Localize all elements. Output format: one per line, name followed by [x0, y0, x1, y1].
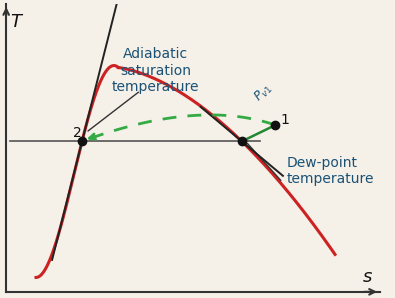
Text: $P_{v1}$: $P_{v1}$ [252, 80, 276, 105]
Text: 1: 1 [281, 113, 290, 127]
Text: Adiabatic
saturation
temperature: Adiabatic saturation temperature [112, 47, 199, 94]
Text: s: s [363, 268, 372, 286]
Text: 2: 2 [73, 126, 81, 140]
Text: T: T [10, 13, 21, 31]
Text: Dew-point
temperature: Dew-point temperature [286, 156, 374, 186]
